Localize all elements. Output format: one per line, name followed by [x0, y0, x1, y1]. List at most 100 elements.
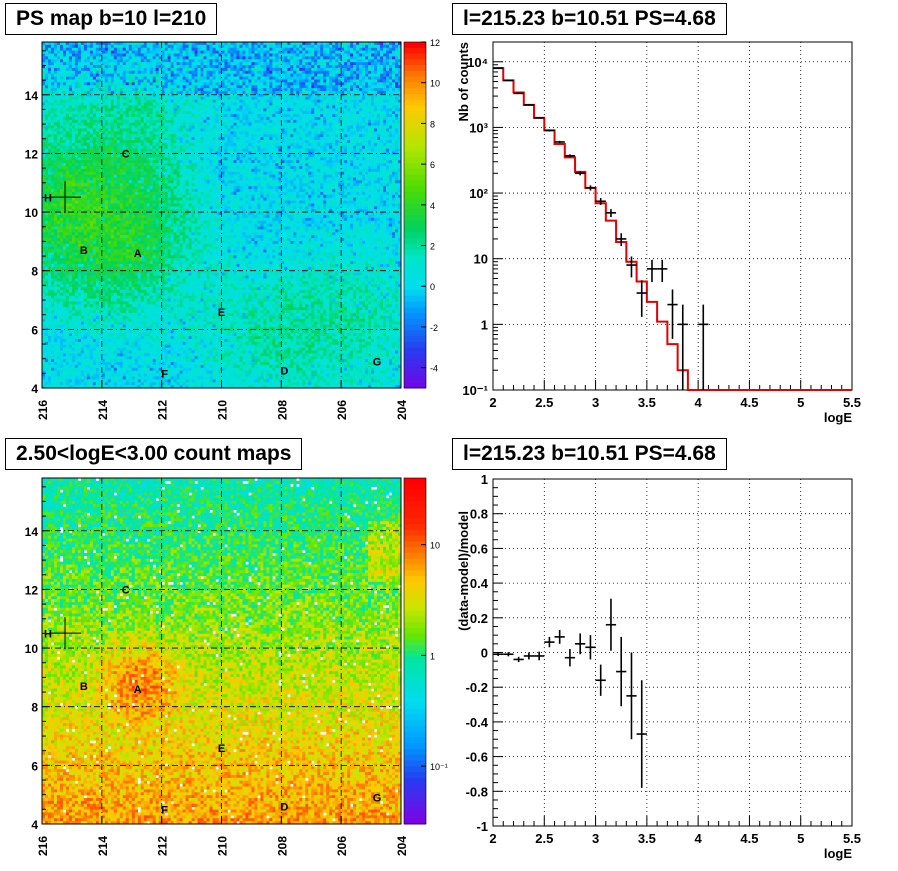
heatmap-cell — [44, 99, 49, 103]
heatmap-cell — [92, 102, 97, 106]
heatmap-cell — [233, 59, 237, 63]
heatmap-cell — [65, 76, 70, 80]
heatmap-cell — [254, 160, 258, 164]
heatmap-cell — [182, 148, 186, 152]
heatmap-cell — [107, 108, 112, 112]
heatmap-cell — [338, 59, 342, 63]
heatmap-cell — [275, 85, 279, 89]
heatmap-cell — [89, 119, 94, 124]
heatmap-cell — [272, 85, 276, 89]
heatmap-cell — [113, 102, 118, 106]
heatmap-cell — [293, 157, 297, 161]
heatmap-cell — [392, 70, 396, 75]
heatmap-cell — [215, 99, 219, 103]
heatmap-cell — [182, 111, 186, 115]
heatmap-cell — [311, 42, 315, 46]
heatmap-cell — [293, 93, 297, 98]
heatmap-cell — [71, 119, 76, 124]
heatmap-cell — [104, 44, 109, 49]
heatmap-cell — [386, 65, 390, 69]
heatmap-cell — [122, 125, 127, 129]
heatmap-cell — [233, 76, 237, 80]
heatmap-cell — [317, 142, 321, 147]
heatmap-cell — [275, 131, 279, 135]
heatmap-cell — [260, 42, 264, 46]
heatmap-cell — [209, 59, 213, 63]
heatmap-cell — [326, 73, 330, 77]
heatmap-cell — [272, 88, 276, 92]
heatmap-cell — [197, 53, 201, 57]
heatmap-cell — [320, 142, 324, 147]
heatmap-cell — [131, 59, 136, 63]
heatmap-cell — [341, 53, 345, 57]
heatmap-cell — [152, 122, 156, 126]
heatmap-cell — [191, 70, 195, 75]
heatmap-cell — [332, 93, 336, 98]
heatmap-cell — [230, 62, 234, 66]
heatmap-cell — [80, 76, 85, 80]
heatmap-cell — [107, 82, 112, 86]
heatmap-cell — [293, 148, 297, 152]
heatmap-cell — [242, 99, 246, 103]
heatmap-cell — [377, 137, 381, 141]
heatmap-cell — [74, 88, 79, 92]
heatmap-cell — [317, 76, 321, 80]
heatmap-cell — [377, 85, 381, 89]
heatmap-cell — [338, 148, 342, 152]
heatmap-cell — [140, 88, 145, 92]
heatmap-cell — [44, 131, 49, 135]
heatmap-cell — [47, 99, 52, 103]
heatmap-cell — [200, 59, 204, 63]
heatmap-cell — [392, 148, 396, 152]
heatmap-cell — [245, 157, 249, 161]
heatmap-cell — [329, 79, 333, 83]
heatmap-cell — [257, 116, 261, 121]
heatmap-cell — [203, 47, 207, 51]
heatmap-cell — [317, 145, 321, 149]
heatmap-cell — [131, 70, 136, 75]
heatmap-cell — [107, 44, 112, 49]
heatmap-cell — [53, 116, 58, 121]
heatmap-cell — [269, 140, 273, 144]
heatmap-cell — [149, 56, 153, 60]
heatmap-cell — [71, 99, 76, 103]
heatmap-cell — [374, 42, 378, 46]
heatmap-cell — [122, 99, 127, 103]
heatmap-cell — [266, 65, 270, 69]
heatmap-cell — [98, 59, 103, 63]
heatmap-cell — [191, 137, 195, 141]
heatmap-cell — [275, 137, 279, 141]
heatmap-cell — [230, 79, 234, 83]
heatmap-cell — [92, 157, 97, 161]
heatmap-cell — [227, 73, 231, 77]
heatmap-cell — [68, 85, 73, 89]
heatmap-cell — [104, 96, 109, 100]
heatmap-cell — [59, 114, 64, 118]
heatmap-cell — [194, 44, 198, 49]
heatmap-cell — [389, 131, 393, 135]
heatmap-cell — [221, 96, 225, 100]
heatmap-cell — [344, 85, 348, 89]
heatmap-cell — [50, 56, 55, 60]
heatmap-cell — [143, 116, 148, 121]
heatmap-cell — [266, 102, 270, 106]
heatmap-cell — [104, 88, 109, 92]
heatmap-cell — [137, 114, 142, 118]
heatmap-cell — [158, 105, 162, 109]
heatmap-cell — [245, 93, 249, 98]
heatmap-cell — [152, 145, 156, 149]
heatmap-cell — [368, 102, 372, 106]
heatmap-cell — [398, 56, 402, 60]
heatmap-cell — [42, 67, 46, 72]
heatmap-cell — [42, 91, 46, 95]
heatmap-cell — [275, 96, 279, 100]
heatmap-cell — [230, 70, 234, 75]
heatmap-cell — [311, 125, 315, 129]
heatmap-cell — [95, 137, 100, 141]
heatmap-cell — [242, 122, 246, 126]
heatmap-cell — [80, 102, 85, 106]
heatmap-cell — [42, 82, 46, 86]
heatmap-cell — [101, 157, 106, 161]
heatmap-cell — [68, 62, 73, 66]
heatmap-cell — [155, 160, 159, 164]
